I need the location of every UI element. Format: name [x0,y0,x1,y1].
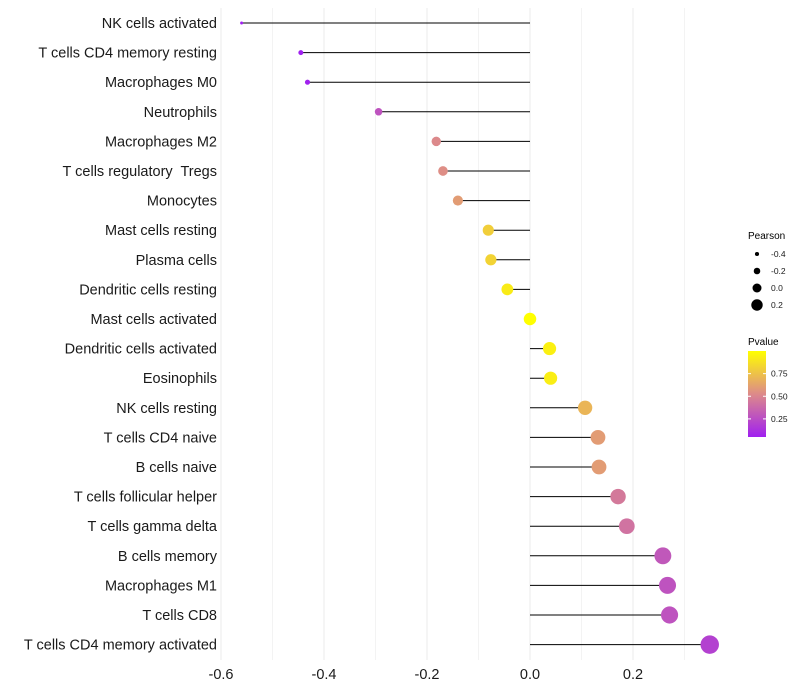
size-legend-title: Pearson [748,231,785,242]
x-tick-label: -0.6 [209,667,234,683]
dots [240,21,719,654]
y-axis-label: Dendritic cells resting [79,282,217,298]
y-axis-label: Eosinophils [143,371,217,387]
data-point [661,606,679,624]
data-point [431,136,441,147]
y-axis-labels: NK cells activated T cells CD4 memory res… [24,16,218,654]
y-axis-label: T cells regulatory Tregs [63,164,217,180]
data-point [700,635,719,654]
color-legend-label: 0.50 [771,391,788,401]
size-legend-dot [753,267,761,275]
y-axis-label: NK cells resting [116,401,217,417]
data-point [523,312,537,326]
data-point [438,166,448,176]
color-legend-bar [748,351,766,437]
legends: Pearson -0.4-0.20.00.2 Pvalue 0.250.500.… [748,231,788,437]
y-axis-label: B cells naive [136,460,217,476]
size-legend-dot [751,299,763,311]
size-legend-label: -0.4 [771,249,786,259]
data-point [485,254,497,266]
data-point [577,400,593,415]
data-point [618,518,635,535]
y-axis-label: T cells CD8 [142,608,217,624]
y-axis-label: Macrophages M1 [105,578,217,594]
y-axis-label: T cells CD4 memory activated [24,638,217,654]
data-point [452,195,463,206]
x-tick-label: -0.4 [312,667,337,683]
y-axis-label: Mast cells resting [105,223,217,239]
y-axis-label: Mast cells activated [90,312,217,328]
data-point [590,430,606,445]
y-axis-label: B cells memory [118,549,218,565]
y-axis-label: NK cells activated [102,16,217,32]
data-point [298,50,304,56]
data-point [610,488,626,505]
y-axis-label: Dendritic cells activated [65,342,217,358]
data-point [240,21,244,25]
color-legend-title: Pvalue [748,337,779,348]
size-legend-items: -0.4 -0.2 0.0 0.2 [751,249,786,311]
size-legend-label: 0.0 [771,283,783,293]
data-point [654,547,672,565]
data-point [658,576,677,594]
x-tick-label: 0.2 [623,667,643,683]
data-point [544,371,558,385]
data-point [482,224,494,236]
color-legend-label: 0.25 [771,414,788,424]
size-legend-label: 0.2 [771,300,783,310]
x-tick-label: -0.2 [415,667,440,683]
y-axis-label: Plasma cells [136,253,217,269]
grid-lines [220,8,685,660]
y-axis-label: T cells follicular helper [74,490,217,506]
color-legend-ticks: 0.25 0.50 0.75 [748,369,788,424]
y-axis-label: T cells CD4 naive [104,430,217,446]
y-axis-label: Macrophages M2 [105,134,217,150]
data-point [501,283,514,296]
stems [241,22,710,646]
data-point [591,459,607,475]
x-tick-label: 0.0 [520,667,540,683]
data-point [542,342,557,356]
y-axis-label: Monocytes [147,194,217,210]
y-axis-label: Neutrophils [144,105,217,121]
x-axis-ticks: -0.6 -0.4 -0.2 0.0 0.2 [209,667,644,683]
size-legend-dot [752,283,762,293]
size-legend-label: -0.2 [771,266,786,276]
data-point [374,108,383,116]
y-axis-label: Macrophages M0 [105,75,217,91]
size-legend-dot [754,251,760,257]
data-point [304,79,311,85]
y-axis-label: T cells CD4 memory resting [38,46,217,62]
color-legend-label: 0.75 [771,369,788,379]
y-axis-label: T cells gamma delta [88,519,218,535]
